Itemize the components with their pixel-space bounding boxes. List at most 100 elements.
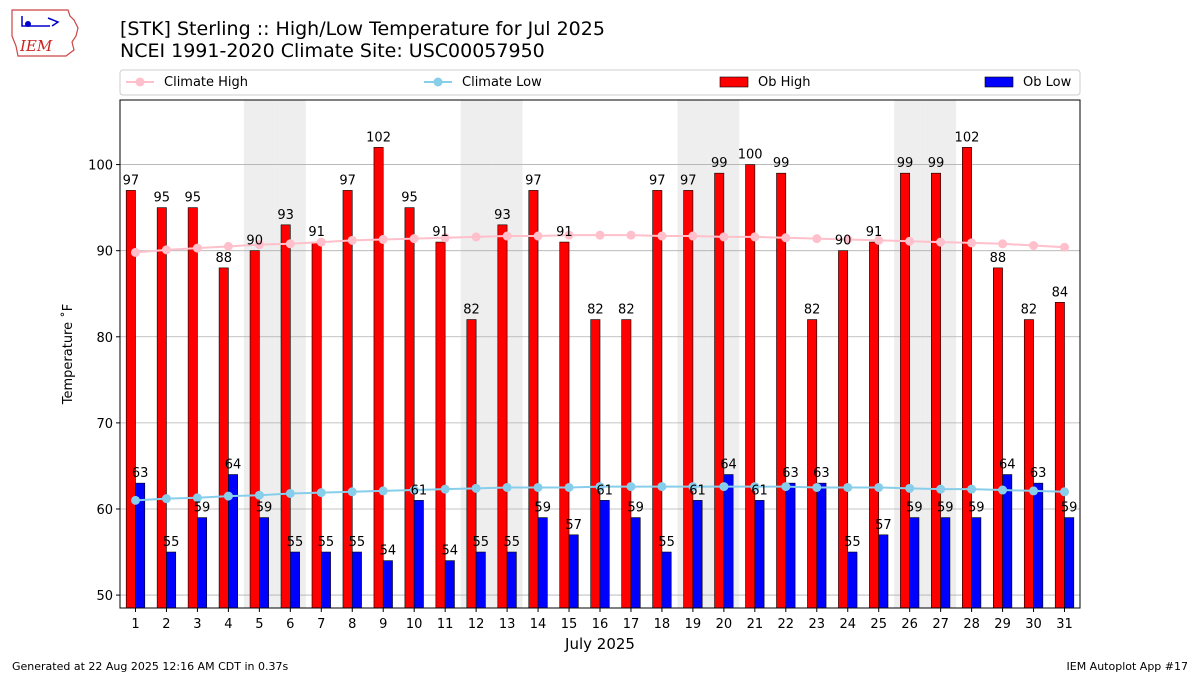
x-tick-label-30: 30	[1025, 617, 1042, 632]
x-tick-label-25: 25	[870, 617, 887, 632]
ob-low-bar-13	[506, 551, 517, 609]
logo-flag-icon	[47, 17, 60, 27]
climate-high-point-9	[378, 234, 388, 244]
ob-low-bar-6	[290, 551, 300, 609]
x-tick-label-24: 24	[839, 617, 856, 632]
ob-high-label-1: 97	[123, 173, 140, 188]
climate-low-point-23	[812, 482, 822, 492]
ob-low-label-20: 64	[720, 458, 737, 473]
ob-high-bar-14	[528, 190, 539, 609]
climate-low-point-21	[750, 482, 760, 492]
ob-high-bar-29	[992, 267, 1003, 609]
ob-high-label-17: 82	[618, 303, 635, 318]
ob-high-bar-5	[249, 250, 260, 609]
x-tick-label-22: 22	[778, 617, 795, 632]
ob-low-bar-12	[475, 551, 486, 609]
climate-low-point-25	[874, 482, 884, 492]
climate-high-point-12	[471, 232, 481, 242]
climate-high-point-6	[285, 239, 295, 249]
x-axis-label: July 2025	[564, 635, 635, 653]
ob-low-label-30: 63	[1030, 466, 1047, 481]
ob-high-label-21: 100	[738, 148, 763, 163]
ob-low-bar-26	[909, 517, 920, 609]
ob-low-label-17: 59	[627, 501, 644, 516]
ob-low-bar-31	[1064, 517, 1075, 609]
ob-low-label-8: 55	[349, 535, 366, 550]
ob-low-bar-11	[444, 560, 455, 609]
ob-low-label-14: 59	[534, 501, 551, 516]
ob-low-label-18: 55	[658, 535, 675, 550]
ob-high-label-8: 97	[339, 173, 356, 188]
ob-high-bar-24	[838, 250, 849, 609]
climate-low-point-20	[719, 482, 729, 492]
climate-high-point-10	[409, 234, 419, 244]
ob-low-label-11: 54	[442, 544, 459, 559]
climate-low-point-16	[595, 482, 605, 492]
ob-high-label-26: 99	[897, 156, 914, 171]
ob-low-label-3: 59	[194, 501, 211, 516]
x-tick-label-19: 19	[685, 617, 702, 632]
climate-low-point-27	[936, 484, 946, 494]
x-tick-label-11: 11	[437, 617, 454, 632]
ob-low-label-29: 64	[999, 458, 1016, 473]
ob-low-label-21: 61	[751, 483, 768, 498]
ob-low-bar-17	[630, 517, 641, 609]
climate-low-point-2	[161, 494, 171, 504]
x-tick-label-27: 27	[932, 617, 949, 632]
climate-low-point-10	[409, 485, 419, 495]
ob-high-label-11: 91	[432, 225, 449, 240]
ob-high-label-3: 95	[185, 191, 202, 206]
ob-high-label-4: 88	[215, 251, 232, 266]
ob-low-label-26: 59	[906, 501, 923, 516]
footer-app-text: IEM Autoplot App #17	[1066, 660, 1189, 673]
x-tick-label-16: 16	[592, 617, 609, 632]
y-tick-label-100: 100	[88, 159, 113, 174]
climate-high-point-21	[750, 232, 760, 242]
x-tick-label-4: 4	[224, 617, 232, 632]
legend-ob-low-swatch	[984, 76, 1014, 88]
climate-high-point-11	[440, 233, 450, 243]
ob-low-label-1: 63	[132, 466, 149, 481]
ob-low-label-12: 55	[473, 535, 490, 550]
ob-low-bar-25	[878, 534, 889, 609]
climate-low-point-6	[285, 488, 295, 498]
x-tick-label-23: 23	[809, 617, 826, 632]
climate-high-point-18	[657, 231, 667, 241]
ob-low-bar-5	[259, 517, 269, 609]
x-tick-label-26: 26	[901, 617, 918, 632]
climate-low-point-11	[440, 484, 450, 494]
footer-generated-text: Generated at 22 Aug 2025 12:16 AM CDT in…	[12, 660, 289, 673]
x-tick-label-8: 8	[348, 617, 356, 632]
climate-high-point-26	[905, 236, 915, 246]
ob-high-bar-31	[1054, 302, 1065, 609]
ob-high-bar-25	[869, 241, 880, 609]
climate-high-point-1	[130, 247, 140, 257]
ob-high-label-12: 82	[463, 303, 480, 318]
x-tick-label-10: 10	[406, 617, 423, 632]
climate-low-point-31	[1060, 487, 1070, 497]
ob-low-bar-10	[413, 500, 424, 609]
ob-high-label-6: 93	[277, 208, 294, 223]
climate-high-point-5	[254, 240, 264, 250]
logo-wind-icon	[21, 16, 50, 27]
climate-high-point-25	[874, 235, 884, 245]
ob-low-bar-9	[382, 560, 393, 609]
ob-low-label-13: 55	[503, 535, 520, 550]
ob-low-bar-14	[537, 517, 548, 609]
climate-high-point-23	[812, 234, 822, 244]
x-tick-label-13: 13	[499, 617, 516, 632]
ob-low-bar-30	[1033, 482, 1044, 609]
ob-high-label-18: 97	[649, 173, 666, 188]
x-tick-label-21: 21	[747, 617, 764, 632]
x-tick-label-7: 7	[317, 617, 325, 632]
x-tick-label-14: 14	[530, 617, 547, 632]
ob-low-label-15: 57	[565, 518, 582, 533]
climate-high-point-14	[533, 231, 543, 241]
climate-low-point-8	[347, 487, 357, 497]
ob-low-label-28: 59	[968, 501, 985, 516]
ob-high-label-2: 95	[154, 191, 171, 206]
ob-high-label-15: 91	[556, 225, 573, 240]
y-tick-label-60: 60	[96, 503, 113, 518]
legend-climate-low-marker	[433, 77, 443, 87]
ob-low-label-22: 63	[782, 466, 799, 481]
